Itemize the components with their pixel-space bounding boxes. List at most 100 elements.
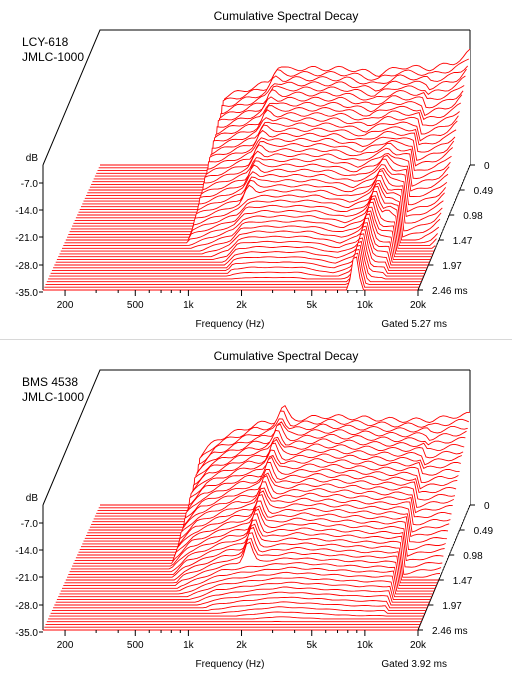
y-tick-label: dB: [26, 493, 39, 504]
decay-slice-line: [62, 197, 436, 249]
decay-slice-line: [56, 213, 431, 260]
decay-slice-line: [89, 442, 461, 528]
decay-slice-line: [48, 240, 423, 280]
time-tick-label: 0: [484, 501, 490, 512]
decay-slice-line: [49, 237, 424, 277]
decay-slice-line: [62, 562, 436, 589]
time-tick-label: 0.98: [463, 551, 483, 562]
decay-slice-line: [86, 456, 458, 537]
decay-slice-line: [93, 85, 465, 180]
decay-slice-line: [83, 129, 456, 202]
x-tick-label: 2k: [236, 300, 248, 311]
y-tick-label: -35.0: [15, 628, 38, 639]
slice-fill: [50, 606, 425, 614]
decay-slice-line: [54, 222, 429, 266]
y-tick-label: -21.0: [15, 233, 38, 244]
decay-slice-line: [51, 228, 427, 272]
x-tick-label: 5k: [306, 300, 318, 311]
y-tick-label: -28.0: [15, 601, 38, 612]
slice-fill: [56, 213, 431, 260]
decay-slice-line: [70, 513, 444, 570]
decay-slice-line: [77, 153, 450, 216]
time-tick-label: 2.46 ms: [432, 286, 468, 297]
time-tick-label: 0.49: [474, 186, 494, 197]
decay-slice-line: [86, 120, 458, 197]
time-tick-label: 1.47: [453, 576, 473, 587]
legend-entry: BMS 4538: [22, 375, 78, 389]
decay-slice-line: [68, 180, 442, 235]
gate-label: Gated 5.27 ms: [381, 319, 447, 330]
time-tick-label: 0.49: [474, 526, 494, 537]
frame-time-axis: [417, 504, 471, 631]
legend-entry: JMLC-1000: [22, 50, 84, 64]
decay-slice-line: [75, 154, 449, 219]
waterfall-svg: Cumulative Spectral Decay LCY-618JMLC-100…: [15, 9, 494, 330]
decay-slice-line: [68, 523, 442, 575]
x-tick-label: 10k: [357, 640, 374, 651]
decay-slice-line: [70, 170, 444, 230]
decay-slice-line: [82, 136, 455, 205]
slice-fill: [54, 222, 429, 265]
x-tick-label: 20k: [410, 640, 427, 651]
decay-slice-line: [44, 252, 420, 288]
chart-divider: [0, 339, 512, 340]
decay-slice-line: [73, 164, 447, 224]
decay-slice-line: [88, 109, 460, 191]
y-tick-label: dB: [26, 153, 39, 164]
decay-slice-line: [53, 596, 428, 609]
decay-slice-line: [79, 142, 452, 210]
decay-slice-line: [58, 210, 432, 258]
decay-slice-line: [55, 217, 430, 263]
y-tick-label: -14.0: [15, 546, 38, 557]
decay-slice-line: [92, 436, 464, 523]
x-tick-label: 2k: [236, 640, 248, 651]
decay-slice-line: [100, 404, 471, 506]
x-tick-label: 1k: [183, 300, 195, 311]
decay-slices: [43, 404, 471, 631]
decay-slice-line: [48, 616, 423, 620]
legend-entry: LCY-618: [22, 35, 69, 49]
frame-back-edge: [42, 29, 470, 166]
decay-slice-line: [64, 537, 438, 584]
decay-slice-line: [94, 423, 466, 517]
decay-slice-line: [96, 421, 467, 514]
time-tick-label: 0: [484, 161, 490, 172]
decay-slice-line: [73, 505, 446, 564]
decay-slice-line: [59, 571, 433, 595]
decay-slice-line: [78, 487, 451, 553]
y-tick-label: -28.0: [15, 261, 38, 272]
time-tick-label: 2.46 ms: [432, 626, 468, 637]
decay-slice-line: [69, 174, 443, 233]
slice-fill: [59, 207, 433, 254]
decay-slice-line: [81, 139, 453, 208]
decay-slice-line: [98, 410, 469, 509]
decay-slice-line: [50, 233, 425, 274]
decay-slice-line: [81, 475, 453, 548]
slice-fill: [53, 226, 428, 268]
x-tick-label: 200: [57, 300, 74, 311]
decay-slice-line: [55, 586, 430, 603]
decay-slice-line: [59, 206, 433, 255]
x-axis-label: Frequency (Hz): [196, 659, 265, 670]
decay-slice-line: [97, 418, 468, 512]
decay-slice-line: [92, 90, 464, 183]
decay-slice-line: [51, 601, 427, 612]
x-tick-label: 500: [127, 300, 144, 311]
decay-slice-line: [63, 541, 437, 587]
y-tick-label: -7.0: [21, 519, 39, 530]
slice-fill: [49, 611, 424, 617]
decay-slice-line: [93, 429, 465, 520]
decay-slice-line: [60, 201, 435, 252]
decay-slice-line: [77, 490, 450, 556]
waterfall-svg: Cumulative Spectral Decay BMS 4538JMLC-10…: [15, 349, 494, 670]
decay-slice-line: [65, 185, 440, 241]
decay-slice-line: [54, 591, 429, 606]
chart-title: Cumulative Spectral Decay: [214, 349, 359, 363]
time-tick-label: 1.97: [442, 601, 462, 612]
decay-slice-line: [65, 532, 439, 581]
decay-slice-line: [82, 472, 454, 545]
time-tick-label: 1.97: [442, 261, 462, 272]
decay-slice-line: [84, 124, 457, 199]
time-tick-label: 0.98: [463, 211, 483, 222]
decay-slice-line: [100, 48, 471, 166]
